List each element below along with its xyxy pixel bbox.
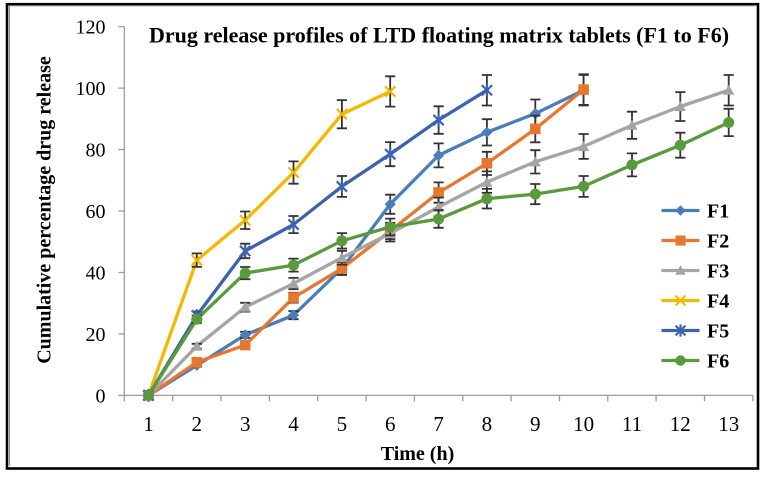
svg-text:F3: F3 <box>707 261 729 283</box>
svg-text:Drug release profiles of LTD f: Drug release profiles of LTD floating ma… <box>149 23 729 48</box>
svg-text:2: 2 <box>192 412 203 436</box>
svg-text:F2: F2 <box>707 231 729 253</box>
svg-text:120: 120 <box>76 17 106 39</box>
svg-text:Time (h): Time (h) <box>381 443 455 465</box>
svg-text:40: 40 <box>86 263 106 285</box>
svg-text:F1: F1 <box>707 201 729 223</box>
svg-text:20: 20 <box>86 324 106 346</box>
svg-text:9: 9 <box>530 412 541 436</box>
svg-text:F5: F5 <box>707 321 729 343</box>
svg-text:13: 13 <box>718 412 739 436</box>
svg-text:0: 0 <box>96 385 106 407</box>
svg-text:F4: F4 <box>707 291 729 313</box>
svg-text:F6: F6 <box>707 351 729 373</box>
svg-text:100: 100 <box>76 78 106 100</box>
svg-text:12: 12 <box>670 412 691 436</box>
svg-text:Cumulative percentage drug rel: Cumulative percentage drug release <box>34 56 56 364</box>
svg-text:10: 10 <box>573 412 594 436</box>
svg-text:5: 5 <box>337 412 348 436</box>
svg-text:3: 3 <box>240 412 251 436</box>
svg-text:60: 60 <box>86 201 106 223</box>
svg-text:80: 80 <box>86 140 106 162</box>
svg-text:11: 11 <box>622 412 642 436</box>
svg-text:8: 8 <box>482 412 493 436</box>
svg-text:1: 1 <box>143 412 154 436</box>
svg-text:7: 7 <box>433 412 444 436</box>
svg-text:6: 6 <box>385 412 396 436</box>
svg-text:4: 4 <box>288 412 299 436</box>
